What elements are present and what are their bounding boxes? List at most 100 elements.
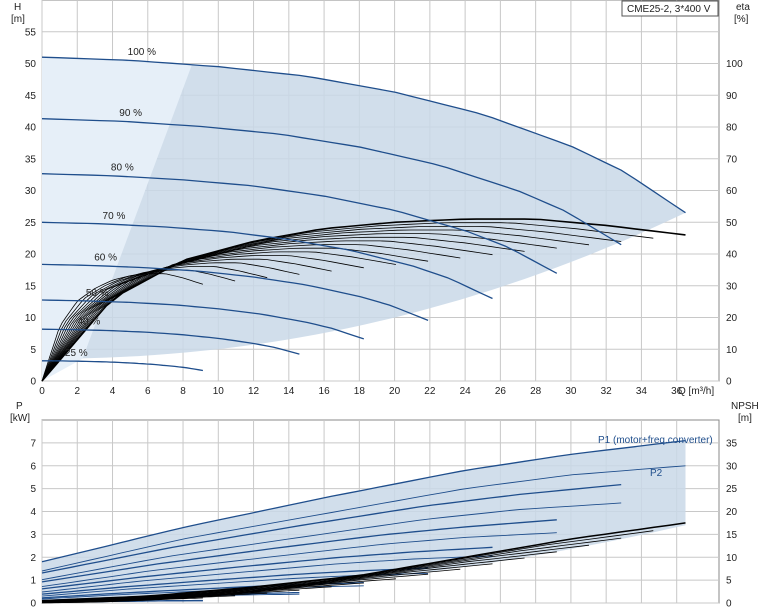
p1-series-label: P1 (motor+freq.converter) xyxy=(598,435,713,446)
power-y-tick-label: 0 xyxy=(30,599,36,610)
power-y-tick-label: 5 xyxy=(30,484,36,495)
y-tick-label: 10 xyxy=(25,313,37,324)
npsh-y-tick-label: 25 xyxy=(726,484,738,495)
y2-tick-label: 0 xyxy=(726,377,732,388)
power-curve-p1 xyxy=(41,483,622,574)
npsh-y-tick-label: 5 xyxy=(726,576,732,587)
efficiency-curve xyxy=(41,229,590,382)
y-tick-label: 20 xyxy=(25,250,37,261)
y2-tick-label: 10 xyxy=(726,345,738,356)
efficiency-curve xyxy=(41,226,622,382)
y-tick-label: 50 xyxy=(25,59,37,70)
efficiency-curve xyxy=(41,244,461,382)
efficiency-curves xyxy=(41,218,686,382)
y2-tick-label: 40 xyxy=(726,250,738,261)
efficiency-curve xyxy=(41,251,396,382)
head-curve-label: 60 % xyxy=(94,252,117,263)
x-tick-label: 6 xyxy=(145,386,151,397)
npsh-curve xyxy=(41,522,686,602)
y2-tick-label: 80 xyxy=(726,123,738,134)
y2-tick-label: 90 xyxy=(726,91,738,102)
y2-tick-label: 50 xyxy=(726,218,738,229)
x-tick-label: 20 xyxy=(389,386,401,397)
x-tick-label: 26 xyxy=(495,386,507,397)
power-y-tick-label: 1 xyxy=(30,576,36,587)
y-tick-label: 5 xyxy=(30,345,36,356)
head-curve-label: 40 % xyxy=(77,317,100,328)
eta-axis-unit: [%] xyxy=(734,14,749,25)
power-curves xyxy=(41,439,686,604)
y2-tick-label: 60 xyxy=(726,186,738,197)
efficiency-curve xyxy=(41,236,525,382)
head-curve-40 xyxy=(41,328,300,355)
npsh-y-tick-label: 20 xyxy=(726,507,738,518)
p2-series-label: P2 xyxy=(650,468,663,479)
x-tick-label: 36 xyxy=(671,386,683,397)
head-curve-label: 100 % xyxy=(128,47,156,58)
x-tick-label: 0 xyxy=(39,386,45,397)
efficiency-curve xyxy=(41,273,204,382)
npsh-axis-label: NPSH xyxy=(731,401,759,412)
power-curve-p2 xyxy=(41,532,557,588)
head-y-tick-labels: 0 5 10 15 20 25 30 35 40 45 50 55 xyxy=(25,27,37,387)
head-curve-50 xyxy=(41,299,365,340)
head-operating-envelope xyxy=(42,57,686,381)
efficiency-curve xyxy=(41,247,429,382)
npsh-y-tick-label: 30 xyxy=(726,461,738,472)
power-curve-p1 xyxy=(41,546,493,590)
x-tick-label: 16 xyxy=(319,386,331,397)
model-label: CME25-2, 3*400 V xyxy=(627,4,711,15)
head-curve-80 xyxy=(41,173,558,274)
power-y-tick-label: 3 xyxy=(30,530,36,541)
x-tick-label: 18 xyxy=(354,386,366,397)
y-tick-label: 25 xyxy=(25,218,37,229)
head-curve-label: 70 % xyxy=(103,211,126,222)
head-curve-label: 25 % xyxy=(65,348,88,359)
head-curve-label: 90 % xyxy=(119,108,142,119)
head-y2-tick-labels: 0 10 20 30 40 50 60 70 80 90 100 xyxy=(726,59,743,388)
x-tick-label: 34 xyxy=(636,386,648,397)
npsh-axis-unit: [m] xyxy=(738,413,752,424)
y-tick-label: 35 xyxy=(25,154,37,165)
x-tick-label: 24 xyxy=(460,386,472,397)
x-tick-label: 4 xyxy=(110,386,116,397)
head-curve-label: 80 % xyxy=(111,163,134,174)
efficiency-curve xyxy=(41,218,686,382)
power-y-tick-label: 6 xyxy=(30,461,36,472)
y2-tick-label: 30 xyxy=(726,281,738,292)
power-curve-p2 xyxy=(41,465,686,572)
head-curve-labels: 100 % 90 % 80 % 70 % 60 % 50 % 40 % 25 % xyxy=(65,47,156,359)
power-y-tick-label: 7 xyxy=(30,438,36,449)
npsh-y-tick-label: 35 xyxy=(726,438,738,449)
power-y2-tick-labels: 0 5 10 15 20 25 30 35 xyxy=(726,438,738,609)
x-tick-label: 32 xyxy=(601,386,613,397)
x-tick-label: 10 xyxy=(213,386,225,397)
eta-axis-label: eta xyxy=(736,2,750,13)
npsh-y-tick-label: 0 xyxy=(726,599,732,610)
head-curve-100 xyxy=(41,56,686,214)
efficiency-curve xyxy=(41,258,332,382)
y-tick-label: 30 xyxy=(25,186,37,197)
npsh-y-tick-label: 15 xyxy=(726,530,738,541)
power-y-tick-label: 2 xyxy=(30,553,36,564)
head-x-tick-labels: 0 2 4 6 8 10 12 14 16 18 20 22 24 26 28 30 32 34 36 xyxy=(39,386,682,397)
y-tick-label: 0 xyxy=(30,377,36,388)
x-tick-label: 12 xyxy=(248,386,260,397)
x-tick-label: 2 xyxy=(74,386,80,397)
head-curve-label: 50 % xyxy=(86,288,109,299)
npsh-curves xyxy=(41,522,686,604)
efficiency-curve xyxy=(41,240,493,382)
y-tick-label: 45 xyxy=(25,91,37,102)
y2-tick-label: 70 xyxy=(726,154,738,165)
power-y-tick-label: 4 xyxy=(30,507,36,518)
x-tick-label: 30 xyxy=(565,386,577,397)
flow-axis-label: Q [m³/h] xyxy=(678,386,714,397)
x-tick-label: 22 xyxy=(424,386,436,397)
x-tick-label: 8 xyxy=(180,386,186,397)
power-axis-unit: [kW] xyxy=(10,413,30,424)
y2-tick-label: 100 xyxy=(726,59,743,70)
power-operating-envelope xyxy=(42,440,686,599)
